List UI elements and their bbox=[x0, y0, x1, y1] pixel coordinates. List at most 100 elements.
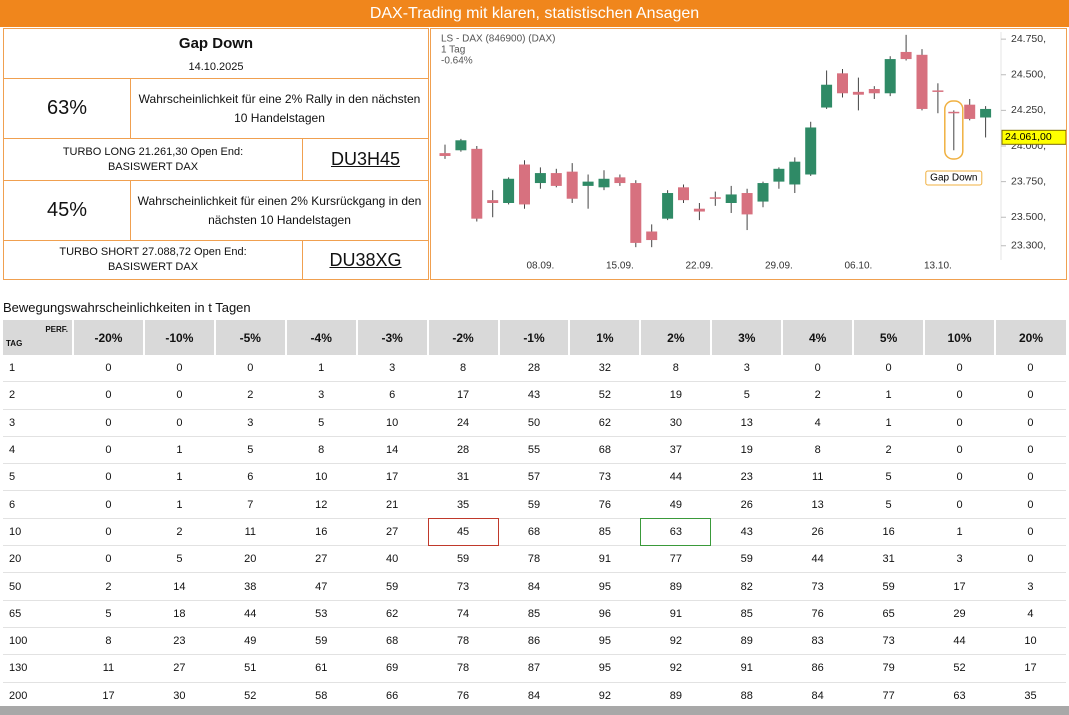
table-row: 50 2 14 38 47 59 73 84 95 89 82 73 59 17 3 bbox=[3, 572, 1066, 601]
table-cell: 5 bbox=[214, 436, 286, 465]
long-description: Wahrscheinlichkeit für eine 2% Rally in … bbox=[131, 79, 428, 139]
candle-body bbox=[868, 89, 880, 94]
table-cell: 17 bbox=[73, 682, 144, 710]
table-cell: 5 bbox=[285, 409, 357, 437]
candle-body bbox=[503, 178, 515, 203]
table-cell: 20 bbox=[214, 545, 286, 574]
table-cell: 0 bbox=[782, 355, 854, 383]
table-cell: 49 bbox=[214, 627, 286, 656]
candle-body bbox=[550, 173, 562, 186]
table-cell: 59 bbox=[498, 490, 570, 519]
candle-body bbox=[741, 193, 753, 215]
long-underlying: BASISWERT DAX bbox=[107, 160, 199, 173]
table-cell: 5 bbox=[143, 545, 215, 574]
annotation-label: Gap Down bbox=[930, 173, 977, 184]
table-cell: 1 bbox=[143, 436, 215, 465]
table-cell: 21 bbox=[356, 490, 428, 519]
table-cell: 35 bbox=[427, 490, 499, 519]
table-cell: 8 bbox=[640, 355, 712, 383]
table-cell: 18 bbox=[143, 600, 215, 628]
last-price-label: 24.061,00 bbox=[1005, 131, 1052, 143]
table-cell: 17 bbox=[924, 572, 995, 601]
table-cell: 86 bbox=[498, 627, 570, 656]
table-cell: 43 bbox=[498, 381, 570, 410]
table-row: 200 17 30 52 58 66 76 84 92 89 88 84 77 63 35 bbox=[3, 682, 1066, 710]
candle-body bbox=[821, 84, 833, 108]
table-row: 100 8 23 49 59 68 78 86 95 92 89 83 73 44 10 bbox=[3, 627, 1066, 656]
candle-body bbox=[646, 231, 658, 241]
table-cell: 53 bbox=[285, 600, 357, 628]
table-cell: 63 bbox=[640, 518, 712, 547]
row-tag: 4 bbox=[3, 436, 73, 465]
chart-subtitle: 1 Tag bbox=[441, 45, 465, 56]
footer-bar bbox=[0, 706, 1069, 715]
table-cell: 0 bbox=[73, 355, 144, 383]
table-cell: 10 bbox=[285, 463, 357, 492]
candle-body bbox=[534, 173, 546, 184]
candle-body bbox=[519, 164, 530, 205]
table-cell: 91 bbox=[569, 545, 641, 574]
table-cell: 27 bbox=[143, 654, 215, 683]
candle-body bbox=[471, 148, 483, 219]
table-cell: 17 bbox=[356, 463, 428, 492]
candle-body bbox=[789, 161, 801, 185]
table-cell: 17 bbox=[994, 654, 1066, 683]
table-cell: 0 bbox=[924, 463, 995, 492]
row-tag: 2 bbox=[3, 381, 73, 410]
table-cell: 11 bbox=[73, 654, 144, 683]
table-cell: 59 bbox=[853, 572, 925, 601]
table-cell: 85 bbox=[498, 600, 570, 628]
candle-body bbox=[709, 197, 721, 199]
row-tag: 3 bbox=[3, 409, 73, 437]
candle-body bbox=[678, 187, 689, 201]
table-cell: 76 bbox=[569, 490, 641, 519]
table-cell: 73 bbox=[853, 627, 925, 656]
table-cell: 1 bbox=[853, 409, 925, 437]
column-header: 4% bbox=[781, 320, 854, 355]
table-cell: 63 bbox=[924, 682, 995, 710]
column-header: 10% bbox=[923, 320, 995, 355]
table-cell: 78 bbox=[427, 627, 499, 656]
y-tick-label: 23.500, bbox=[1011, 211, 1046, 223]
table-cell: 76 bbox=[782, 600, 854, 628]
signal-title: Gap Down bbox=[178, 34, 254, 52]
candle-body bbox=[439, 153, 451, 156]
row-tag: 50 bbox=[3, 572, 73, 601]
table-cell: 16 bbox=[285, 518, 357, 547]
table-cell: 2 bbox=[782, 381, 854, 410]
table-cell: 1 bbox=[143, 463, 215, 492]
table-cell: 11 bbox=[782, 463, 854, 492]
table-cell: 38 bbox=[214, 572, 286, 601]
table-cell: 8 bbox=[285, 436, 357, 465]
table-row: 2 0 0 2 3 6 17 43 52 19 5 2 1 0 0 bbox=[3, 381, 1066, 410]
row-tag: 130 bbox=[3, 654, 73, 683]
table-cell: 0 bbox=[994, 490, 1066, 519]
candle-body bbox=[455, 140, 467, 151]
table-cell: 0 bbox=[73, 409, 144, 437]
table-cell: 3 bbox=[356, 355, 428, 383]
table-cell: 10 bbox=[356, 409, 428, 437]
table-cell: 0 bbox=[994, 381, 1066, 410]
x-tick-label: 15.09. bbox=[606, 261, 634, 272]
long-product-cell: TURBO LONG 21.261,30 Open End: BASISWERT… bbox=[4, 139, 303, 181]
table-cell: 73 bbox=[427, 572, 499, 601]
table-cell: 0 bbox=[994, 518, 1066, 547]
short-product: TURBO SHORT 27.088,72 Open End: bbox=[59, 246, 247, 258]
corner-top: PERF. bbox=[45, 325, 68, 334]
table-cell: 28 bbox=[498, 355, 570, 383]
x-tick-label: 08.09. bbox=[526, 261, 554, 272]
table-cell: 0 bbox=[143, 355, 215, 383]
candle-body bbox=[948, 111, 960, 114]
short-product-cell: TURBO SHORT 27.088,72 Open End: BASISWER… bbox=[4, 241, 303, 279]
table-cell: 3 bbox=[214, 409, 286, 437]
x-tick-label: 29.09. bbox=[765, 261, 793, 272]
table-cell: 59 bbox=[356, 572, 428, 601]
annotation-ring bbox=[944, 100, 964, 160]
table-cell: 0 bbox=[924, 409, 995, 437]
table-cell: 55 bbox=[498, 436, 570, 465]
table-cell: 31 bbox=[427, 463, 499, 492]
table-row: 20 0 5 20 27 40 59 78 91 77 59 44 31 3 0 bbox=[3, 545, 1066, 574]
table-cell: 2 bbox=[143, 518, 215, 547]
table-cell: 17 bbox=[427, 381, 499, 410]
